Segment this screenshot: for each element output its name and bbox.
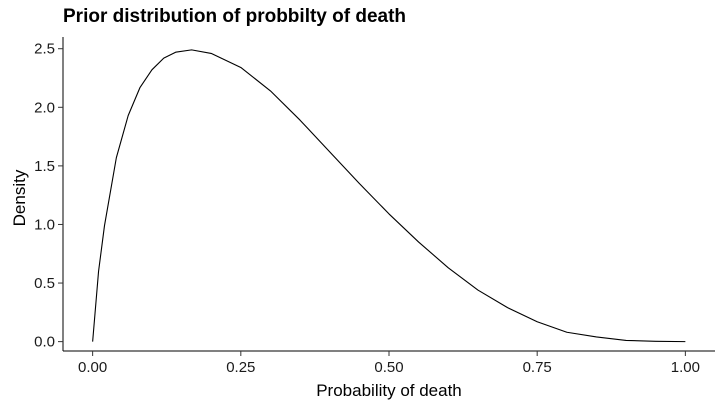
x-tick-label: 0.50	[374, 359, 403, 376]
axes	[62, 37, 715, 352]
chart-title: Prior distribution of probbilty of death	[63, 6, 407, 27]
density-curve	[92, 49, 686, 343]
x-tick-label: 0.00	[78, 359, 107, 376]
y-tick-label: 2.0	[34, 99, 55, 116]
y-tick-label: 1.0	[34, 216, 55, 233]
series-layer	[92, 49, 686, 343]
y-tick-label: 2.5	[34, 41, 55, 58]
x-tick-label: 0.25	[226, 359, 255, 376]
y-tick-label: 0.5	[34, 275, 55, 292]
y-axis-label: Density	[10, 169, 29, 226]
ticks: 0.00 0.25 0.50 0.75 1.00 0.0 0.5 1.0 1.5 2.0 2.5	[34, 41, 700, 376]
x-axis-label: Probability of death	[316, 381, 462, 400]
x-tick-label: 1.00	[671, 359, 700, 376]
x-tick-label: 0.75	[523, 359, 552, 376]
y-tick-label: 1.5	[34, 158, 55, 175]
y-tick-label: 0.0	[34, 334, 55, 351]
